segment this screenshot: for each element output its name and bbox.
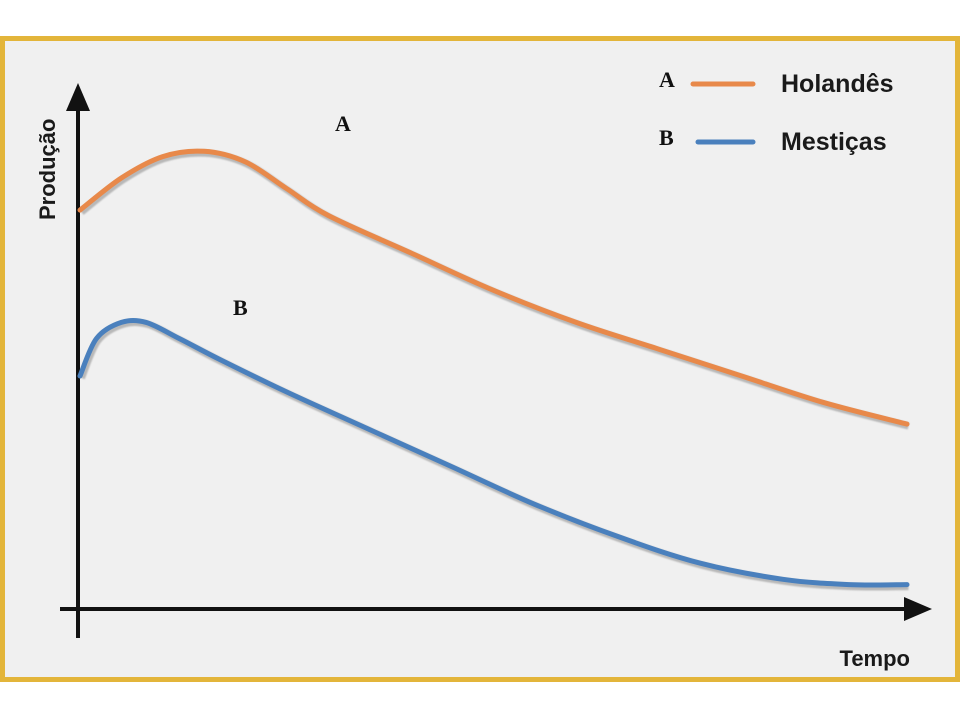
series-line-holandes [77,148,910,427]
legend-letter-b: B [659,125,674,150]
curve-label-a: A [335,111,351,136]
y-axis-label: Produção [35,119,60,220]
x-axis-arrowhead [904,597,932,621]
curve-label-b: B [233,295,248,320]
chart-frame: Produção Tempo A B A Holandês B Mestiças [0,36,960,682]
series-layer [77,148,910,591]
legend-item-mesticas: B Mestiças [659,125,887,156]
x-axis-label: Tempo [840,646,910,671]
legend: A Holandês B Mestiças [659,67,894,156]
series-line-mesticas [77,317,910,588]
legend-label-mesticas: Mestiças [781,128,887,156]
series-shadow-mesticas [78,318,909,591]
legend-item-holandes: A Holandês [659,67,894,98]
y-axis-arrowhead [66,83,90,111]
legend-label-holandes: Holandês [781,70,894,98]
legend-letter-a: A [659,67,675,92]
line-chart: Produção Tempo A B A Holandês B Mestiças [35,67,932,671]
